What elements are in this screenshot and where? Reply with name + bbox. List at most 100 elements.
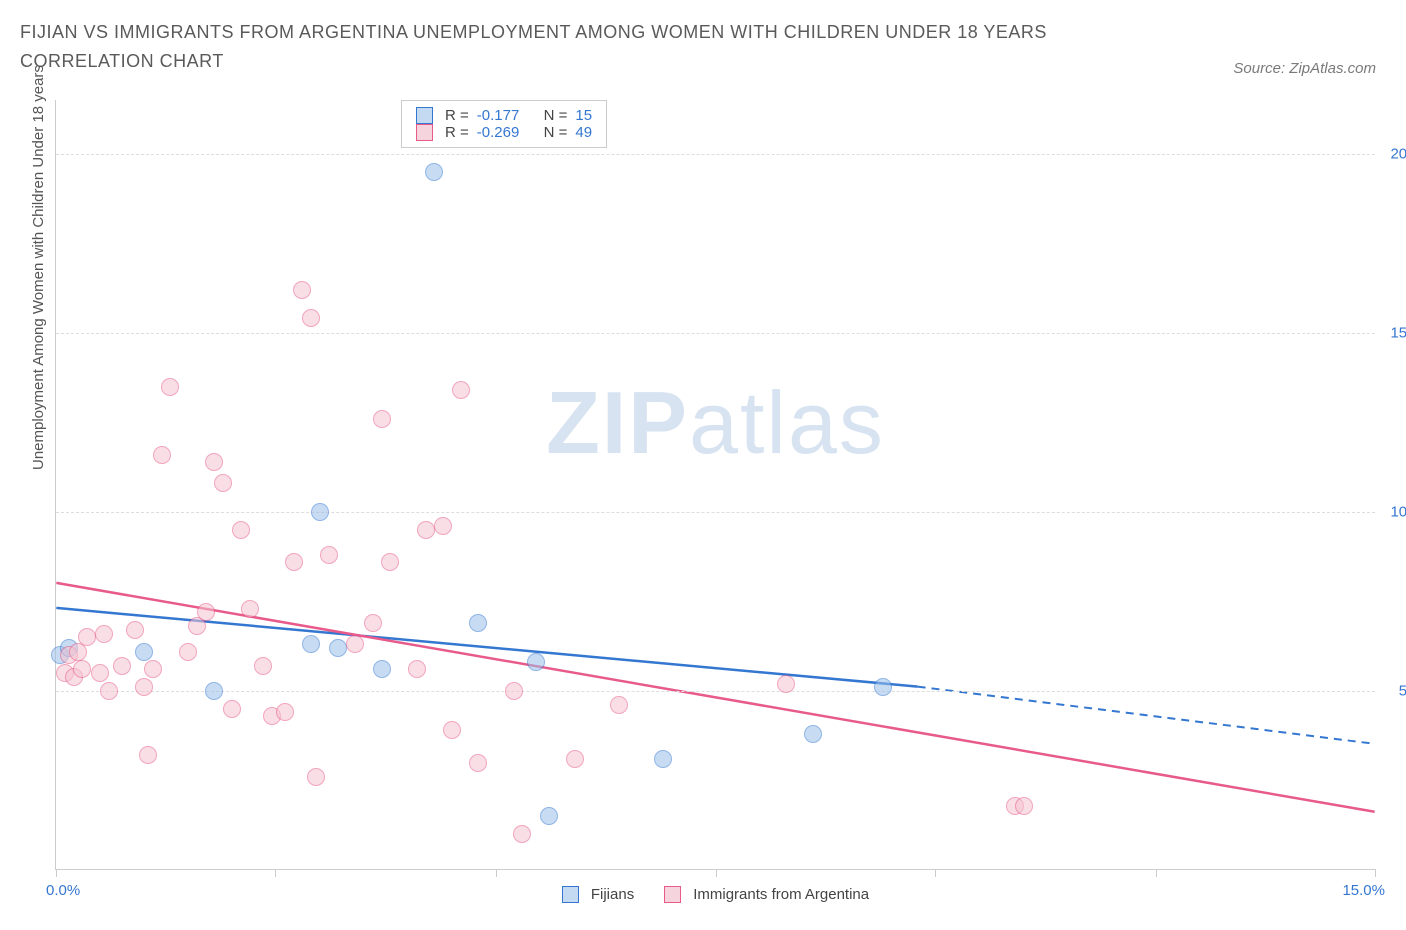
data-point (302, 309, 320, 327)
data-point (346, 635, 364, 653)
y-axis-tick-label: 15.0% (1390, 324, 1406, 341)
y-axis-tick-label: 5.0% (1399, 682, 1406, 699)
swatch-icon (416, 124, 433, 141)
data-point (452, 381, 470, 399)
data-point (364, 614, 382, 632)
data-point (285, 553, 303, 571)
data-point (1015, 797, 1033, 815)
data-point (874, 678, 892, 696)
data-point (144, 660, 162, 678)
data-point (197, 603, 215, 621)
x-axis-tick (1375, 869, 1376, 877)
data-point (417, 521, 435, 539)
data-point (311, 503, 329, 521)
data-point (139, 746, 157, 764)
stat-row-argentina: R = -0.269 N = 49 (416, 124, 592, 141)
data-point (100, 682, 118, 700)
chart-title: FIJIAN VS IMMIGRANTS FROM ARGENTINA UNEM… (20, 18, 1120, 76)
data-point (329, 639, 347, 657)
legend-label: Fijians (591, 886, 634, 903)
y-axis-tick-label: 10.0% (1390, 503, 1406, 520)
legend: Fijians Immigrants from Argentina (56, 886, 1375, 903)
data-point (777, 675, 795, 693)
stat-r-value: -0.269 (477, 124, 520, 141)
gridline (56, 333, 1375, 334)
x-axis-tick (716, 869, 717, 877)
data-point (654, 750, 672, 768)
data-point (443, 721, 461, 739)
data-point (373, 660, 391, 678)
stat-n-label: N = (544, 107, 568, 124)
stat-row-fijians: R = -0.177 N = 15 (416, 107, 592, 124)
legend-item-argentina: Immigrants from Argentina (664, 886, 869, 903)
source-attribution: Source: ZipAtlas.com (1233, 60, 1376, 77)
stat-n-value: 15 (575, 107, 592, 124)
x-axis-tick (935, 869, 936, 877)
gridline (56, 691, 1375, 692)
data-point (307, 768, 325, 786)
data-point (78, 628, 96, 646)
source-name: ZipAtlas.com (1289, 60, 1376, 77)
data-point (302, 635, 320, 653)
data-point (232, 521, 250, 539)
data-point (135, 643, 153, 661)
watermark-zip: ZIP (546, 373, 689, 472)
data-point (95, 625, 113, 643)
swatch-icon (664, 886, 681, 903)
x-axis-tick (56, 869, 57, 877)
data-point (276, 703, 294, 721)
stat-r-label: R = (445, 107, 469, 124)
data-point (161, 378, 179, 396)
watermark: ZIPatlas (546, 372, 885, 474)
data-point (113, 657, 131, 675)
data-point (566, 750, 584, 768)
data-point (73, 660, 91, 678)
legend-item-fijians: Fijians (562, 886, 634, 903)
y-axis-tick-label: 20.0% (1390, 145, 1406, 162)
swatch-icon (562, 886, 579, 903)
trend-lines-layer (56, 100, 1375, 869)
data-point (241, 600, 259, 618)
x-axis-tick (275, 869, 276, 877)
y-axis-title: Unemployment Among Women with Children U… (30, 65, 47, 470)
data-point (320, 546, 338, 564)
data-point (205, 453, 223, 471)
data-point (610, 696, 628, 714)
data-point (91, 664, 109, 682)
data-point (469, 754, 487, 772)
stat-r-label: R = (445, 124, 469, 141)
data-point (126, 621, 144, 639)
swatch-icon (416, 107, 433, 124)
data-point (223, 700, 241, 718)
gridline (56, 154, 1375, 155)
stat-n-value: 49 (575, 124, 592, 141)
scatter-plot-area: ZIPatlas R = -0.177 N = 15 R = -0.269 N … (55, 100, 1375, 870)
source-prefix: Source: (1233, 60, 1289, 77)
stat-n-label: N = (544, 124, 568, 141)
data-point (513, 825, 531, 843)
data-point (205, 682, 223, 700)
stat-r-value: -0.177 (477, 107, 520, 124)
data-point (804, 725, 822, 743)
data-point (469, 614, 487, 632)
data-point (135, 678, 153, 696)
data-point (381, 553, 399, 571)
data-point (434, 517, 452, 535)
legend-label: Immigrants from Argentina (693, 886, 869, 903)
data-point (527, 653, 545, 671)
correlation-stats-box: R = -0.177 N = 15 R = -0.269 N = 49 (401, 100, 607, 148)
watermark-atlas: atlas (689, 373, 885, 472)
data-point (293, 281, 311, 299)
data-point (254, 657, 272, 675)
data-point (425, 163, 443, 181)
data-point (214, 474, 232, 492)
data-point (153, 446, 171, 464)
data-point (408, 660, 426, 678)
x-axis-tick (1156, 869, 1157, 877)
data-point (505, 682, 523, 700)
gridline (56, 512, 1375, 513)
x-axis-tick (496, 869, 497, 877)
data-point (540, 807, 558, 825)
data-point (373, 410, 391, 428)
data-point (179, 643, 197, 661)
